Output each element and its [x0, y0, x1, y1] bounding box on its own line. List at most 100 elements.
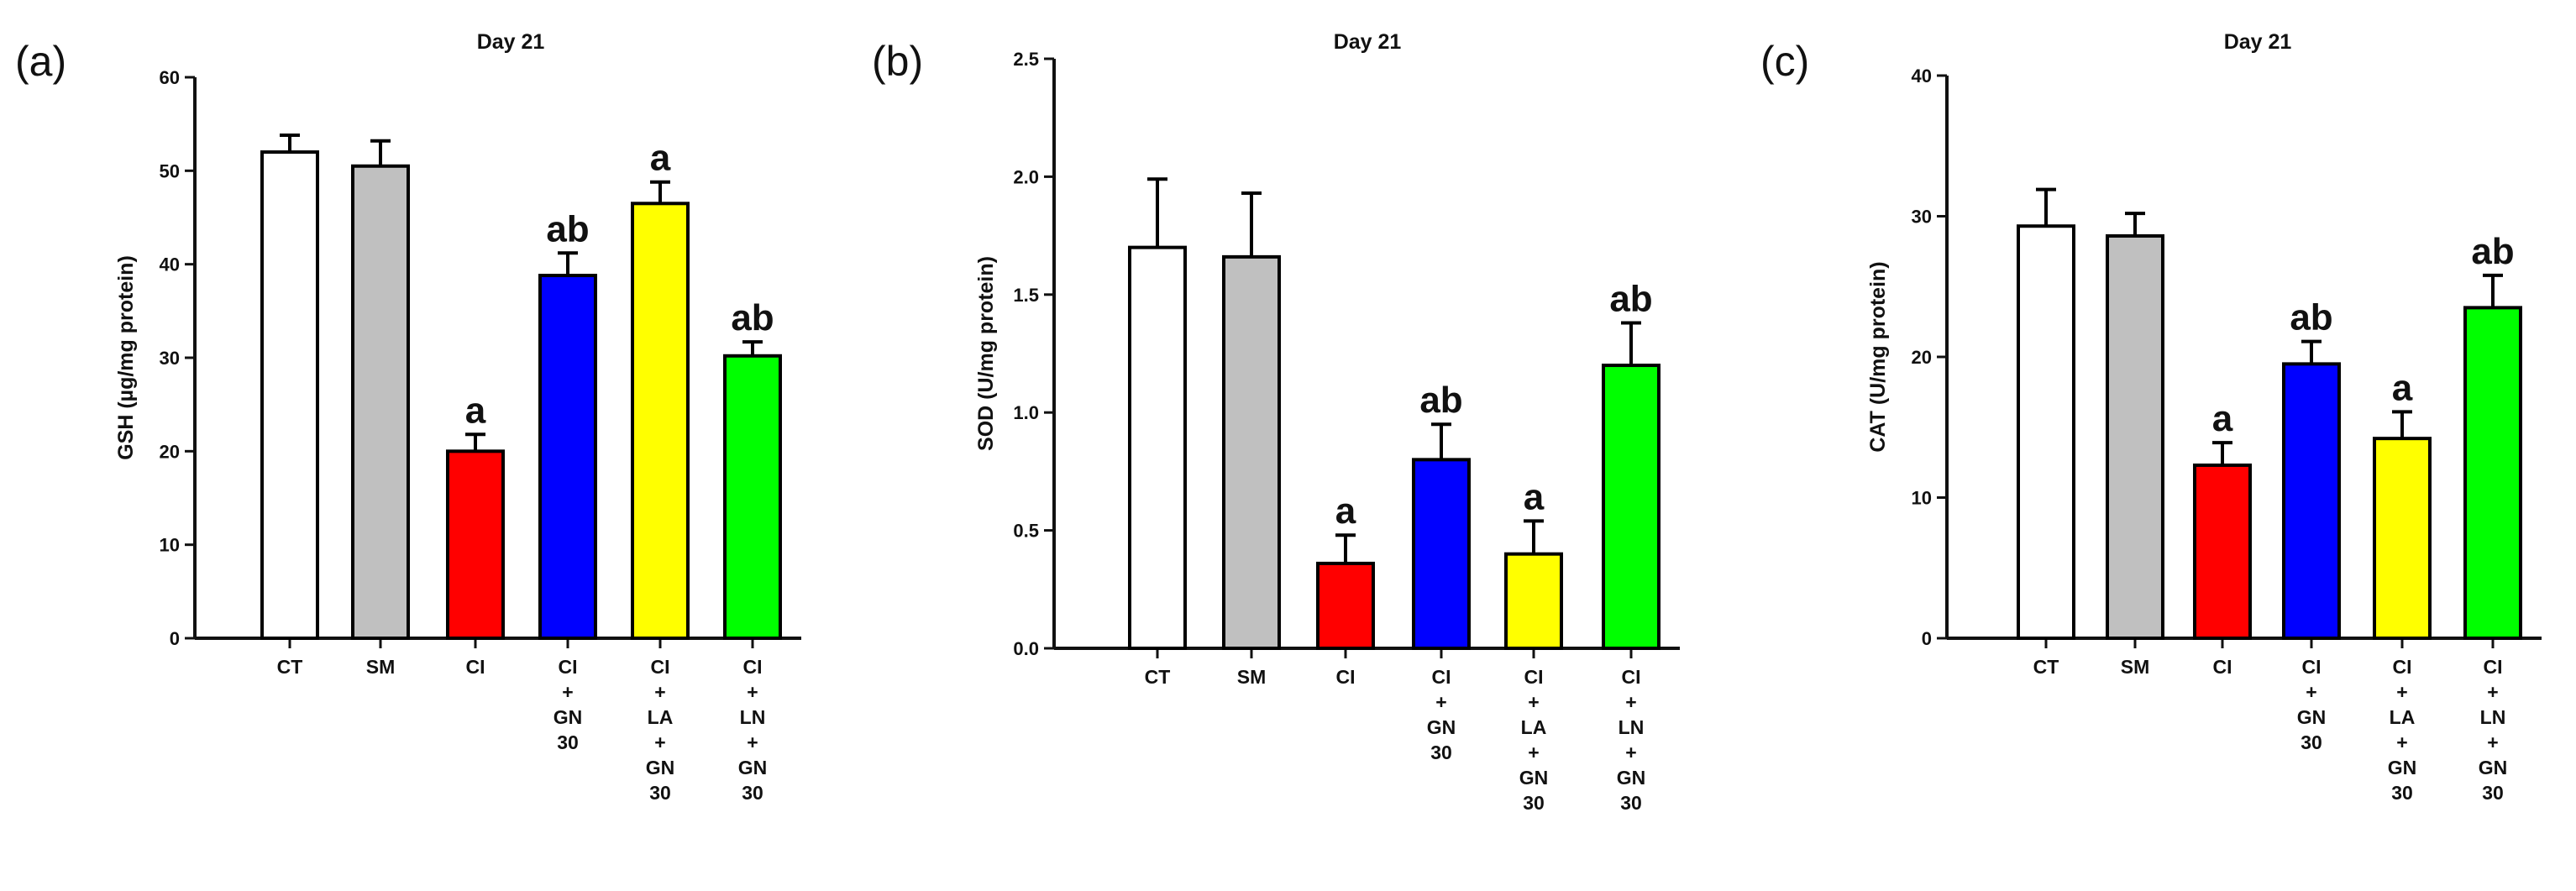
x-category-label: 30 — [2482, 782, 2504, 804]
x-category-label: CI — [2302, 656, 2322, 678]
bar-ci-ln-gn30 — [723, 354, 782, 640]
x-category-label: 30 — [1523, 792, 1545, 814]
x-category-label: CI — [1622, 666, 1641, 688]
y-tick-label: 40 — [1912, 66, 1932, 86]
bar-ci-la-gn30 — [1504, 552, 1563, 650]
panel-label: (a) — [15, 38, 66, 85]
y-tick-label: 0 — [170, 628, 180, 649]
significance-label: a — [650, 138, 671, 179]
bar-sm — [1222, 254, 1281, 650]
chart-title: Day 21 — [2224, 30, 2292, 54]
bar-ci — [1316, 561, 1375, 650]
x-category-label: GN — [1519, 767, 1549, 789]
significance-label: a — [1524, 476, 1545, 517]
bar-ci-la-gn30 — [631, 202, 690, 641]
y-tick-label: 40 — [160, 254, 180, 275]
significance-label: a — [465, 390, 486, 431]
panel-label: (c) — [1760, 38, 1809, 85]
x-category-label: CI — [466, 656, 485, 678]
x-category-label: CI — [743, 656, 763, 678]
bar-ci-gn30 — [538, 274, 597, 640]
chart-title: Day 21 — [1334, 30, 1402, 54]
x-category-label: + — [2306, 681, 2316, 703]
x-category-label: SM — [366, 656, 396, 678]
x-category-label: + — [654, 681, 665, 703]
significance-label: ab — [546, 208, 589, 249]
x-category-label: GN — [553, 706, 583, 728]
x-category-label: GN — [2388, 757, 2417, 778]
y-tick-label: 0 — [1922, 628, 1932, 649]
x-category-label: + — [1528, 691, 1539, 713]
x-category-label: CI — [2484, 656, 2503, 678]
x-category-label: 30 — [2391, 782, 2413, 804]
x-category-label: + — [1528, 742, 1539, 763]
significance-label: ab — [1419, 380, 1462, 421]
x-category-label: GN — [2479, 757, 2508, 778]
y-tick-label: 50 — [160, 160, 180, 181]
x-category-label: + — [2487, 731, 2498, 753]
significance-label: ab — [2290, 297, 2332, 338]
x-category-label: GN — [1427, 716, 1456, 738]
y-axis-label: SOD (U/mg protein) — [974, 256, 998, 451]
x-category-label: CI — [651, 656, 670, 678]
x-category-label: LA — [1521, 716, 1547, 738]
x-category-label: CT — [1145, 666, 1171, 688]
x-category-label: SM — [1237, 666, 1267, 688]
y-tick-label: 60 — [160, 67, 180, 88]
x-category-label: + — [747, 681, 758, 703]
x-category-label: GN — [646, 757, 675, 778]
y-tick-label: 2.5 — [1013, 49, 1039, 70]
y-axis-label: GSH (µg/mg protein) — [114, 255, 138, 460]
x-category-label: + — [654, 731, 665, 753]
bar-ci-gn30 — [2282, 362, 2341, 640]
y-tick-label: 30 — [1912, 207, 1932, 228]
chart-title: Day 21 — [477, 30, 545, 54]
significance-label: ab — [2471, 231, 2514, 272]
chart-panel-gsh: (a) Day 21 GSH (µg/mg protein) 0 10 20 30 40 50 6… — [15, 30, 801, 804]
panel-label: (b) — [872, 38, 923, 85]
bar-ci-la-gn30 — [2373, 437, 2432, 641]
bar-ct — [1128, 245, 1187, 650]
y-tick-label: 10 — [1912, 488, 1932, 509]
x-category-label: LN — [1619, 716, 1645, 738]
x-category-label: CI — [2213, 656, 2232, 678]
y-tick-label: 30 — [160, 348, 180, 369]
x-category-label: LA — [648, 706, 674, 728]
x-category-label: GN — [1617, 767, 1646, 789]
x-category-label: CI — [1524, 666, 1544, 688]
chart-panel-sod: (b) Day 21 SOD (U/mg protein) 0.0 0.5 1.0 1.5 2… — [872, 30, 1680, 814]
x-category-label: LN — [740, 706, 766, 728]
x-category-label: CI — [1336, 666, 1356, 688]
x-category-label: 30 — [742, 782, 763, 804]
x-category-label: 30 — [557, 731, 579, 753]
x-category-label: + — [747, 731, 758, 753]
bar-ci-ln-gn30 — [2463, 306, 2522, 640]
bar-ci-ln-gn30 — [1602, 364, 1660, 650]
y-tick-label: 20 — [1912, 347, 1932, 368]
significance-label: a — [1335, 490, 1356, 532]
x-category-label: 30 — [649, 782, 671, 804]
x-category-label: CI — [2393, 656, 2412, 678]
x-category-label: + — [2396, 731, 2407, 753]
x-category-label: + — [2487, 681, 2498, 703]
x-category-label: + — [1625, 742, 1636, 763]
x-category-label: + — [1625, 691, 1636, 713]
bar-ct — [2017, 224, 2075, 640]
x-category-label: + — [1435, 691, 1446, 713]
bar-ci-gn30 — [1412, 458, 1471, 650]
bar-sm — [351, 164, 410, 640]
x-category-label: CT — [277, 656, 303, 678]
significance-label: ab — [731, 297, 774, 338]
x-category-label: + — [2396, 681, 2407, 703]
x-category-label: CI — [1432, 666, 1451, 688]
significance-label: a — [2212, 398, 2233, 439]
bar-ci — [446, 449, 505, 640]
y-tick-label: 10 — [160, 535, 180, 556]
y-tick-label: 1.5 — [1013, 285, 1039, 306]
y-tick-label: 1.0 — [1013, 402, 1039, 423]
x-category-label: GN — [738, 757, 768, 778]
y-tick-label: 20 — [160, 441, 180, 462]
bar-sm — [2106, 233, 2164, 640]
y-tick-label: 0.0 — [1013, 638, 1039, 659]
